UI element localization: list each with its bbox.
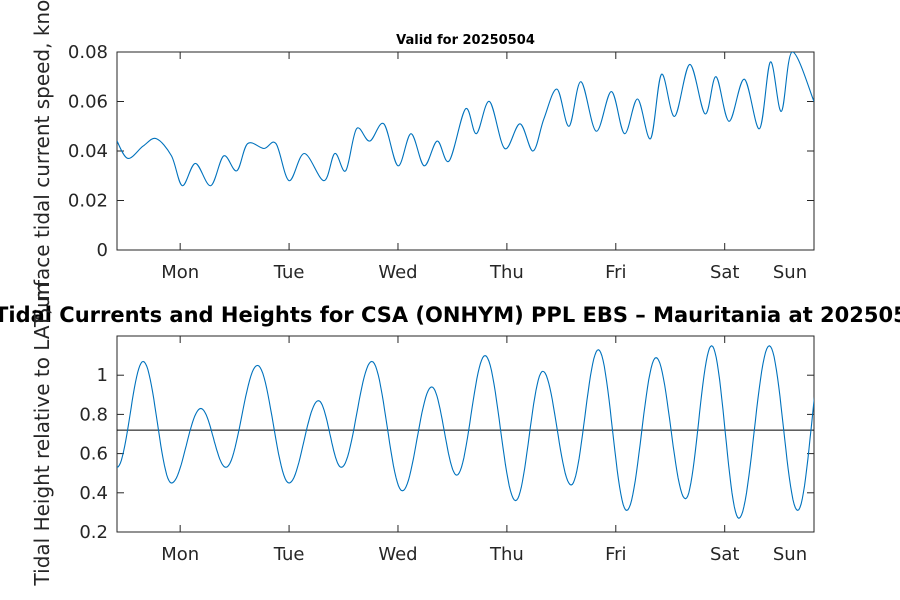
tidal-height-x-tick-label: Sat [710, 544, 740, 565]
tidal-height-y-tick-label: 1 [97, 365, 108, 386]
current-speed-x-tick-label: Thu [489, 262, 524, 283]
current-speed-x-tick-label: Sat [710, 262, 740, 283]
current-speed-y-tick-label: 0 [97, 240, 108, 261]
current-speed-x-tick-label: Mon [161, 262, 199, 283]
current-speed-y-axis-label: Surface tidal current speed, knots [30, 0, 54, 321]
tidal-height-y-tick-label: 0.2 [79, 522, 108, 543]
current-speed-y-tick-label: 0.06 [68, 92, 108, 113]
tidal-height-y-axis-label: Tidal Height relative to LAT, m [30, 283, 54, 587]
figure-main-title: Tidal Currents and Heights for CSA (ONHY… [0, 303, 900, 327]
tidal-height-x-tick-label: Fri [605, 544, 626, 565]
current-speed-series-line [117, 52, 814, 187]
tidal-height-axes: 0.2 0.4 0.6 0.8 1 Mon Tue Wed Thu Fri Sat Sun Tida… [30, 283, 815, 587]
current-speed-axes: Valid for 20250504 0 0.02 0.04 0.06 0.08 Mon… [30, 0, 815, 321]
tidal-height-x-tick-label: Thu [489, 544, 524, 565]
current-speed-x-tick-label: Tue [273, 262, 305, 283]
current-speed-title: Valid for 20250504 [396, 33, 535, 48]
current-speed-x-tick-label: Wed [378, 262, 417, 283]
tidal-height-x-tick-label: Mon [161, 544, 199, 565]
current-speed-plot-area [116, 51, 815, 251]
tidal-height-plot-area [116, 335, 815, 533]
tidal-height-series-line [117, 345, 814, 519]
tidal-height-x-tick-label: Tue [273, 544, 305, 565]
tidal-height-y-tick-label: 0.6 [79, 444, 108, 465]
tidal-height-y-tick-label: 0.4 [79, 483, 108, 504]
current-speed-y-tick-label: 0.02 [68, 191, 108, 212]
tidal-height-x-tick-label: Wed [378, 544, 417, 565]
tidal-height-x-tick-label: Sun [773, 544, 807, 565]
current-speed-y-tick-label: 0.08 [68, 42, 108, 63]
current-speed-y-tick-label: 0.04 [68, 141, 108, 162]
current-speed-x-tick-label: Sun [773, 262, 807, 283]
current-speed-x-tick-label: Fri [605, 262, 626, 283]
tidal-height-y-tick-label: 0.8 [79, 404, 108, 425]
